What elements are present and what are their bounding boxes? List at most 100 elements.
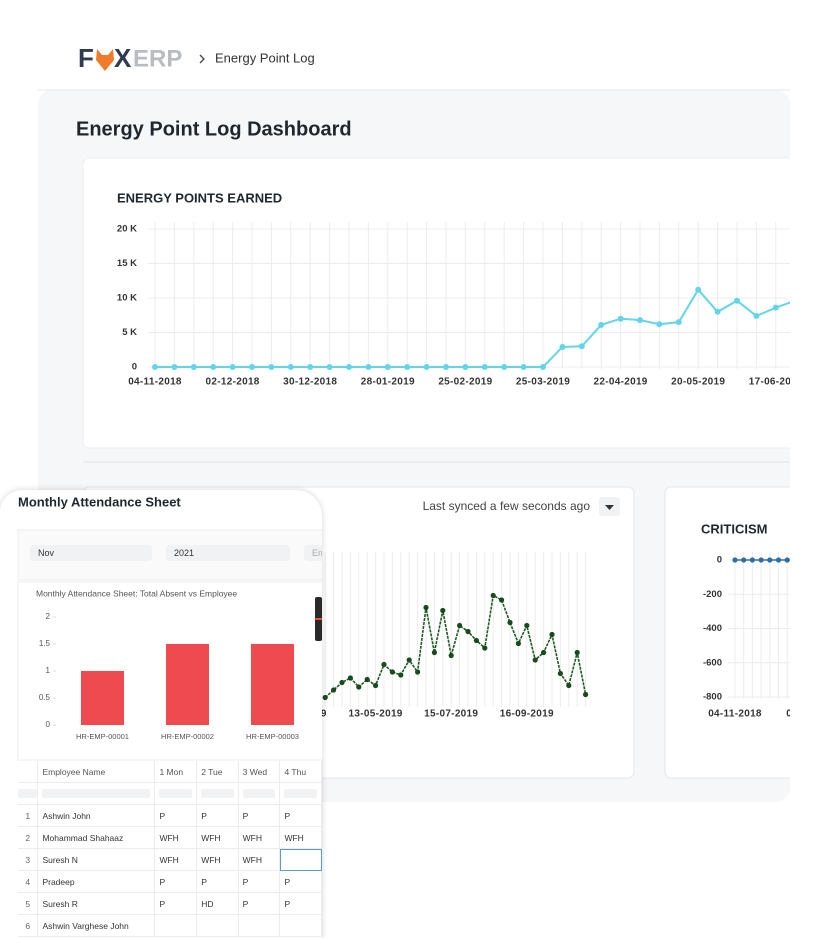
attendance-cell[interactable] bbox=[279, 914, 322, 937]
bar bbox=[166, 644, 209, 725]
attendance-cell[interactable]: HD bbox=[196, 892, 239, 915]
y-tick-label: -600 bbox=[703, 657, 722, 668]
x-tick-label: 28-01-2019 bbox=[361, 377, 415, 388]
data-point bbox=[389, 669, 395, 675]
attendance-cell[interactable]: P bbox=[196, 870, 239, 893]
data-point bbox=[574, 649, 580, 656]
data-point bbox=[675, 319, 682, 326]
data-point bbox=[322, 694, 328, 701]
attendance-cell[interactable]: WFH bbox=[279, 826, 322, 849]
data-point bbox=[443, 364, 449, 370]
data-point bbox=[457, 622, 463, 629]
attendance-cell[interactable]: WFH bbox=[238, 848, 281, 871]
attendance-cell[interactable]: P bbox=[279, 870, 322, 893]
data-point bbox=[520, 364, 527, 370]
attendance-cell[interactable] bbox=[154, 914, 198, 937]
data-point bbox=[210, 364, 217, 370]
data-point bbox=[583, 691, 589, 698]
filter-cell bbox=[238, 782, 281, 805]
data-point bbox=[268, 364, 275, 370]
month-filter[interactable]: Nov bbox=[30, 545, 152, 561]
data-point bbox=[566, 682, 572, 689]
x-tick-label: 20-05-2019 bbox=[671, 377, 725, 388]
year-filter[interactable]: 2021 bbox=[166, 545, 290, 561]
attendance-cell[interactable] bbox=[196, 914, 239, 937]
data-point bbox=[339, 679, 345, 686]
row-number: 4 bbox=[18, 870, 39, 893]
table-row: 1 Ashwin John P P P P bbox=[18, 804, 322, 827]
filter-cell bbox=[154, 782, 198, 805]
attendance-cell[interactable]: WFH bbox=[196, 848, 239, 871]
data-point bbox=[365, 364, 372, 370]
x-tick-label: 17-06-2019 bbox=[749, 377, 790, 388]
data-point bbox=[598, 321, 605, 328]
attendance-cell[interactable] bbox=[238, 914, 281, 937]
attendance-cell[interactable]: P bbox=[238, 870, 281, 893]
table-row: 4 Pradeep P P P P bbox=[18, 870, 322, 893]
data-point bbox=[465, 628, 471, 635]
attendance-cell[interactable]: P bbox=[279, 892, 322, 915]
attendance-cell[interactable]: P bbox=[154, 870, 198, 893]
attendance-cell[interactable]: P bbox=[196, 804, 239, 827]
filter-input[interactable] bbox=[159, 789, 193, 798]
filter-input[interactable] bbox=[201, 789, 234, 798]
attendance-cell[interactable]: P bbox=[154, 892, 198, 915]
chart-title: ENERGY POINTS EARNED bbox=[117, 190, 282, 205]
data-point bbox=[732, 557, 738, 563]
data-point bbox=[448, 652, 454, 659]
bar bbox=[81, 671, 124, 725]
attendance-card: Monthly Attendance Sheet Monthly Attenda… bbox=[0, 490, 322, 939]
data-point bbox=[490, 592, 496, 599]
logo-fox bbox=[96, 49, 114, 71]
scroll-handle-mark bbox=[315, 618, 322, 620]
y-tick-label: 20 K bbox=[117, 224, 137, 235]
data-point bbox=[482, 645, 488, 651]
x-tick-label: 30-12-2018 bbox=[283, 377, 337, 388]
data-point bbox=[384, 364, 391, 370]
attendance-cell[interactable]: P bbox=[238, 892, 281, 915]
filter-cell bbox=[37, 782, 156, 805]
row-number: 1 bbox=[18, 804, 39, 827]
x-tick-label: 13-05-2019 bbox=[349, 709, 403, 720]
table-row: 6 Ashwin Varghese John bbox=[18, 914, 322, 937]
data-point bbox=[326, 364, 333, 370]
data-point bbox=[507, 619, 513, 626]
x-tick-label: 15-07-2019 bbox=[424, 709, 478, 720]
data-point bbox=[440, 607, 446, 614]
y-tick-label: 0 bbox=[132, 362, 137, 373]
attendance-cell[interactable]: P bbox=[154, 804, 198, 827]
data-point bbox=[356, 684, 362, 690]
employee-name: Suresh R bbox=[37, 892, 156, 915]
employee-filter[interactable]: Em bbox=[304, 545, 322, 561]
filter-input[interactable] bbox=[42, 789, 151, 798]
attendance-cell[interactable]: P bbox=[279, 804, 322, 827]
table-row: 3 Suresh N WFH WFH WFH bbox=[18, 848, 322, 871]
x-tick-label: 04-11-2018 bbox=[708, 709, 762, 720]
x-tick-label: 02-12-2018 bbox=[206, 377, 260, 388]
data-point bbox=[415, 669, 421, 675]
data-point bbox=[404, 364, 411, 370]
attendance-cell[interactable]: WFH bbox=[154, 826, 198, 849]
attendance-cell[interactable]: P bbox=[238, 804, 281, 827]
column-header: 4 Thu bbox=[279, 761, 322, 783]
filter-input[interactable] bbox=[242, 789, 276, 798]
data-point bbox=[373, 682, 379, 689]
x-tick-label: 25-02-2019 bbox=[438, 377, 492, 388]
y-tick-label: 10 K bbox=[117, 293, 137, 304]
breadcrumb-chevron bbox=[199, 54, 205, 64]
attendance-cell[interactable]: WFH bbox=[154, 848, 198, 871]
data-point bbox=[772, 304, 779, 311]
x-tick-label: HR-EMP-00001 bbox=[76, 732, 129, 741]
attendance-cell[interactable]: WFH bbox=[196, 826, 239, 849]
data-point bbox=[656, 321, 663, 328]
data-point bbox=[249, 364, 255, 370]
data-point bbox=[775, 557, 782, 563]
data-point bbox=[637, 317, 643, 324]
attendance-cell[interactable]: WFH bbox=[238, 826, 281, 849]
row-number: 5 bbox=[18, 892, 39, 915]
data-point bbox=[541, 649, 547, 656]
breadcrumb[interactable]: Energy Point Log bbox=[215, 50, 315, 65]
data-point bbox=[617, 315, 624, 322]
attendance-cell[interactable] bbox=[279, 848, 322, 871]
filter-input[interactable] bbox=[284, 789, 317, 798]
